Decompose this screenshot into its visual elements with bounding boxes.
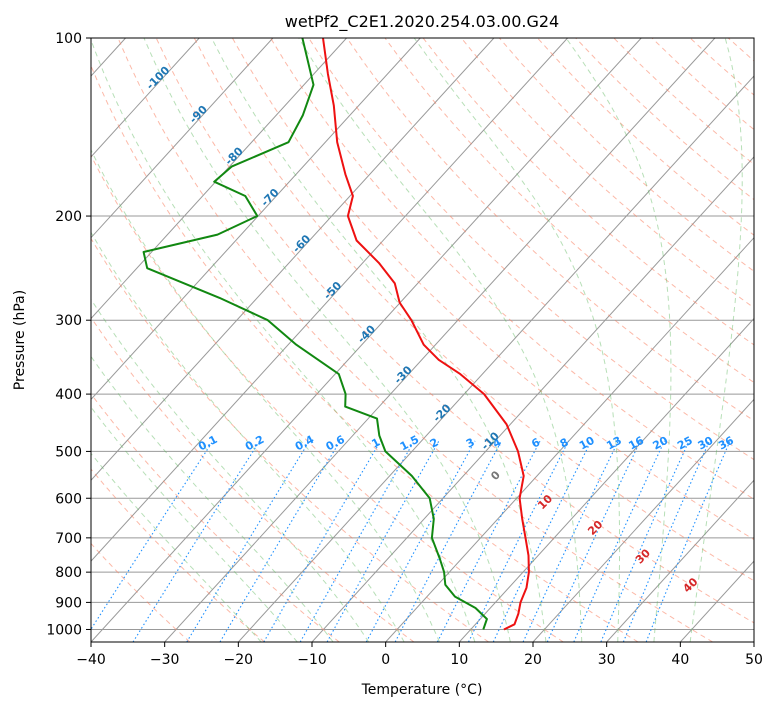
dry-adiabat-line [231,38,754,541]
moist-adiabat-line [91,148,440,642]
y-tick-label: 500 [55,444,82,460]
isotherm-gridline [237,75,754,642]
isotherm-gridline [385,236,754,642]
mixing-ratio-line [263,440,382,642]
isotherm-gridline [91,38,200,158]
x-tick-label: −10 [297,652,327,668]
isotherm-gridline [91,38,421,401]
moist-adiabat-line [91,298,370,642]
mixing-ratio-line [365,440,476,642]
x-tick-label: 50 [745,652,763,668]
isotherm-gridline [532,398,754,642]
mixing-ratio-line [468,440,570,642]
y-tick-label: 800 [55,565,82,581]
y-tick-label: 600 [55,491,82,507]
isotherm-gridline [91,38,642,642]
moist-adiabat-line [91,38,476,642]
mixing-ratio-line [326,440,440,642]
mixing-ratio-line [573,440,665,642]
dry-adiabat-line [270,38,754,500]
moist-adiabat-line [298,38,583,642]
mixing-ratio-label: 16 [626,434,646,453]
isotherm-gridline [91,38,568,562]
mixing-ratio-line [91,440,214,631]
moist-adiabat-line [91,452,262,642]
isotherm-gridline [91,38,347,320]
isotherm-gridline [164,38,716,642]
profile-lines [142,38,530,631]
dry-adiabat-line [460,38,754,309]
x-tick-label: 0 [381,652,390,668]
x-axis: −40 −30 −20 −10 0 10 20 30 40 50 [76,642,763,668]
mixing-ratio-line [132,440,261,642]
dry-adiabat-line [91,316,415,642]
mixing-ratio-line [186,440,310,642]
y-tick-label: 400 [55,387,82,403]
y-tick-label: 700 [55,531,82,547]
mixing-ratio-label: 13 [604,434,624,453]
mixing-ratio-label: 36 [716,434,736,453]
chart-title: wetPf2_C2E1.2020.254.03.00.G24 [285,12,559,32]
x-tick-label: 40 [671,652,689,668]
y-tick-label: 900 [55,595,82,611]
dry-adiabat-line [91,468,265,642]
moist-adiabat-line [413,38,621,642]
background-lines [91,38,754,642]
mixing-ratio-line [600,440,690,642]
mixing-ratio-line [436,440,541,642]
y-tick-label: 1000 [46,622,82,638]
x-tick-label: −30 [150,652,180,668]
mixing-ratio-label: 10 [577,434,597,453]
x-tick-label: −20 [224,652,254,668]
moist-adiabat-line [689,38,743,642]
isotherm-gridline [91,38,274,239]
isotherm-gridline [606,479,754,642]
dry-adiabat-line [193,38,754,582]
isotherm-gridline [91,38,495,482]
temperature-profile-line [322,38,530,631]
moist-adiabat-line [565,38,672,642]
x-axis-title: Temperature (°C) [361,682,483,698]
dry-adiabat-line [422,38,754,346]
dry-adiabat-line [346,38,754,422]
x-tick-label: −40 [76,652,106,668]
y-tick-label: 300 [55,313,82,329]
moist-adiabat-line [91,231,405,642]
mixing-ratio-line [622,440,711,642]
dewpoint-profile-line [142,38,488,630]
y-tick-label: 200 [55,209,82,225]
moist-adiabat-line [91,406,298,642]
dry-adiabat-line [91,154,564,642]
x-tick-label: 20 [524,652,542,668]
mixing-ratio-line [219,440,341,642]
x-tick-label: 10 [450,652,468,668]
mixing-ratio-label: 30 [696,434,716,453]
dry-adiabat-line [155,38,754,624]
mixing-ratio-line [299,440,415,642]
mixing-ratio-label: 20 [651,434,671,453]
y-axis: 1000 900 800 700 600 500 400 300 200 100 [46,31,91,638]
moist-adiabat-line [143,38,511,642]
y-axis-title: Pressure (hPa) [12,290,28,390]
y-tick-label: 100 [55,31,82,47]
x-tick-label: 30 [598,652,616,668]
isotherm-gridline [458,317,754,642]
isotherm-gridline [311,156,754,642]
mixing-ratio-line [546,440,641,642]
plot-frame [90,37,755,643]
mixing-ratio-label: 25 [675,434,695,453]
